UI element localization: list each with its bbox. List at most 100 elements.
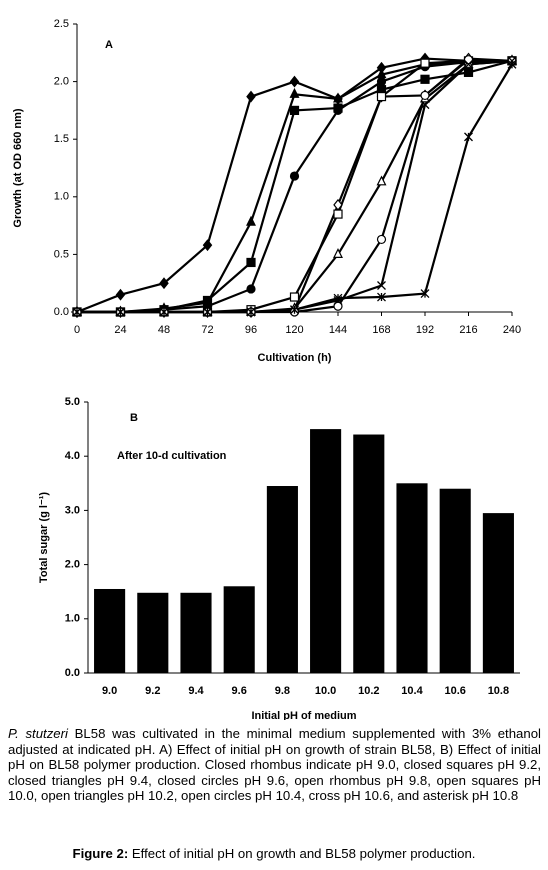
- marker: [420, 100, 430, 110]
- bar: [310, 429, 342, 673]
- y-tick-label: 1.0: [54, 191, 69, 203]
- series-line: [77, 59, 512, 314]
- marker: [203, 307, 212, 317]
- marker: [246, 284, 256, 294]
- panel-label: B: [130, 412, 138, 424]
- species: P. stutzeri: [8, 726, 68, 741]
- marker: [420, 74, 430, 84]
- x-axis-label: Cultivation (h): [258, 352, 332, 364]
- x-tick-label: 9.2: [145, 685, 160, 697]
- marker: [115, 288, 126, 301]
- figure: 0.0 0.5 1.0 1.5 2.0 2.5 0 24 48 72 96 120 144 168 192 2…: [12, 18, 521, 720]
- y-tick-label: 2.5: [54, 18, 69, 30]
- x-tick-label: 9.6: [232, 685, 247, 697]
- x-tick-label: 9.0: [102, 685, 117, 697]
- y-tick-label: 2.0: [54, 76, 69, 88]
- x-tick-label: 24: [114, 324, 126, 336]
- marker: [289, 105, 300, 116]
- x-tick-label: 48: [158, 324, 170, 336]
- bar: [482, 513, 514, 673]
- marker: [333, 301, 343, 311]
- marker: [289, 87, 300, 98]
- series-markers: [72, 54, 517, 316]
- marker: [464, 59, 473, 69]
- bar: [266, 486, 298, 673]
- marker: [72, 307, 82, 317]
- series-line: [77, 59, 513, 314]
- bar: [396, 483, 428, 673]
- marker: [464, 132, 473, 142]
- marker: [377, 292, 386, 302]
- marker: [289, 171, 300, 181]
- marker: [246, 90, 256, 103]
- marker: [290, 305, 299, 315]
- marker: [420, 90, 430, 101]
- x-axis-label: Initial pH of medium: [251, 710, 356, 720]
- x-tick-label: 168: [372, 324, 390, 336]
- marker: [159, 277, 169, 290]
- marker: [289, 292, 300, 302]
- y-tick-label: 0.0: [65, 667, 80, 679]
- marker: [463, 55, 474, 65]
- y-tick-label: 5.0: [65, 396, 80, 408]
- x-tick-label: 10.2: [358, 685, 379, 697]
- x-tick-label: 144: [329, 324, 347, 336]
- bar: [94, 588, 126, 673]
- x-tick-label: 240: [503, 324, 521, 336]
- y-axis-label: Growth (at OD 660 nm): [12, 108, 24, 228]
- bar: [137, 592, 169, 673]
- x-tick-label: 216: [459, 324, 477, 336]
- marker: [246, 215, 256, 226]
- marker: [376, 91, 387, 102]
- marker: [202, 239, 213, 252]
- marker: [377, 281, 386, 290]
- marker: [333, 248, 343, 258]
- marker: [376, 175, 387, 186]
- y-tick-label: 0.5: [54, 248, 69, 260]
- x-tick-label: 10.8: [488, 685, 509, 697]
- y-axis-label: Total sugar (g l⁻¹): [38, 492, 50, 583]
- marker: [420, 58, 430, 68]
- x-tick-label: 96: [245, 324, 257, 336]
- marker: [507, 59, 517, 69]
- bar: [223, 586, 255, 673]
- panel-label: A: [105, 39, 113, 51]
- series-line: [77, 59, 513, 314]
- series-line: [77, 63, 513, 314]
- series-line: [77, 59, 513, 314]
- y-tick-label: 1.0: [65, 613, 80, 625]
- y-tick-label: 4.0: [65, 450, 80, 462]
- series-markers: [72, 59, 517, 317]
- bar: [439, 488, 471, 673]
- figure-title: Effect of initial pH on growth and BL58 …: [128, 846, 476, 861]
- y-tick-label: 1.5: [54, 133, 69, 145]
- bar: [180, 592, 212, 673]
- marker: [376, 76, 387, 87]
- marker: [159, 307, 169, 317]
- marker: [463, 67, 474, 77]
- marker: [116, 307, 125, 317]
- marker: [333, 105, 343, 116]
- x-tick-label: 10.0: [315, 685, 336, 697]
- caption-text: BL58 was cultivated in the minimal mediu…: [8, 726, 541, 804]
- x-tick-label: 192: [416, 324, 434, 336]
- figure-line: Figure 2: Effect of initial pH on growth…: [0, 846, 548, 861]
- marker: [246, 257, 256, 268]
- y-tick-label: 3.0: [65, 504, 80, 516]
- x-tick-label: 120: [285, 324, 303, 336]
- marker: [333, 92, 343, 103]
- annotation: After 10-d cultivation: [117, 450, 227, 462]
- x-tick-label: 10.4: [401, 685, 423, 697]
- x-tick-label: 9.8: [275, 685, 290, 697]
- y-tick-label: 2.0: [65, 559, 80, 571]
- y-tick-label: 0.0: [54, 306, 69, 318]
- x-tick-label: 10.6: [444, 685, 465, 697]
- marker: [246, 307, 256, 317]
- series-line: [77, 59, 513, 314]
- caption: P. stutzeri BL58 was cultivated in the m…: [8, 726, 541, 804]
- series-line: [77, 59, 513, 314]
- figure-label: Figure 2:: [72, 846, 129, 861]
- x-tick-label: 72: [201, 324, 213, 336]
- x-tick-label: 9.4: [188, 685, 204, 697]
